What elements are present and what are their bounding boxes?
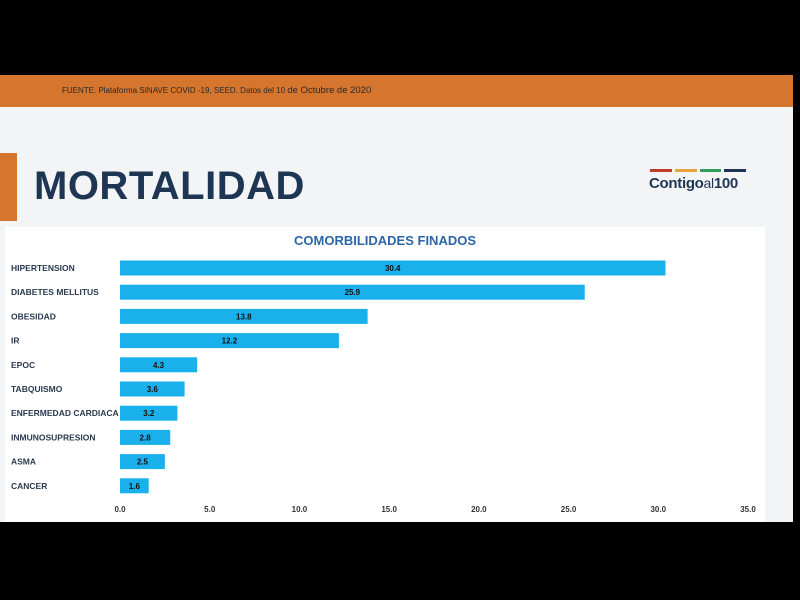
data-label: 3.2 (143, 409, 155, 418)
source-note-prefix: FUENTE. Plataforma SINAVE COVID -19, SEE… (62, 86, 288, 95)
data-label: 2.5 (137, 458, 149, 467)
x-tick-label: 15.0 (381, 505, 397, 514)
data-label: 2.8 (140, 433, 152, 442)
logo-bar-2 (674, 169, 697, 172)
category-label: DIABETES MELLITUS (11, 287, 99, 297)
data-label: 4.3 (153, 361, 165, 370)
x-tick-label: 0.0 (114, 505, 126, 514)
data-label: 25.9 (345, 288, 361, 297)
x-tick-label: 35.0 (740, 505, 756, 514)
x-tick-label: 5.0 (204, 505, 216, 514)
bar-diabetes-mellitus (120, 284, 585, 300)
presentation-slide: FUENTE. Plataforma SINAVE COVID -19, SEE… (0, 75, 793, 522)
logo-text-num: 100 (713, 175, 738, 192)
category-label: TABQUISMO (11, 384, 63, 394)
chart-panel: COMORBILIDADES FINADOS HIPERTENSION 30.4 DI… (5, 227, 765, 522)
category-label: OBESIDAD (11, 311, 56, 321)
source-note-suffix: de Octubre de 2020 (287, 85, 372, 96)
category-label: INMUNOSUPRESION (11, 432, 96, 442)
data-label: 30.4 (385, 264, 401, 273)
data-label: 12.2 (222, 337, 238, 346)
data-label: 1.6 (129, 482, 141, 491)
category-label: ASMA (11, 457, 36, 467)
logo-text-main: Contigo (649, 175, 704, 192)
bar-inmunosupresion (120, 429, 171, 445)
category-label: IR (11, 336, 20, 346)
source-note: FUENTE. Plataforma SINAVE COVID -19, SEE… (62, 85, 371, 96)
category-label: EPOC (11, 360, 35, 370)
x-tick-label: 30.0 (650, 505, 666, 514)
bar-asma (120, 454, 165, 470)
data-label: 13.8 (236, 312, 252, 321)
contigo-al-100-logo: Contigoal100 (648, 169, 748, 195)
page-title: MORTALIDAD (34, 164, 305, 208)
bar-obesidad (120, 308, 368, 324)
logo-text-al: al (703, 175, 715, 191)
category-label: ENFERMEDAD CARDIACA (11, 408, 119, 418)
logo-text: Contigoal100 (649, 175, 738, 192)
x-tick-label: 10.0 (292, 505, 308, 514)
bar-cancer (120, 478, 149, 494)
comorbidities-bar-chart: COMORBILIDADES FINADOS HIPERTENSION 30.4 DI… (11, 233, 756, 514)
title-accent-bar (0, 153, 17, 221)
data-label: 3.6 (147, 385, 159, 394)
logo-bar-3 (699, 169, 722, 172)
bar-enfermedad-cardiaca (120, 405, 178, 421)
x-tick-label: 25.0 (561, 505, 577, 514)
chart-title: COMORBILIDADES FINADOS (294, 233, 476, 248)
logo-bar-1 (650, 169, 672, 172)
bar-ir (120, 333, 339, 349)
bar-epoc (120, 357, 198, 373)
category-label: CANCER (11, 481, 47, 491)
category-label: HIPERTENSION (11, 263, 75, 273)
x-tick-label: 20.0 (471, 505, 487, 514)
bar-tabquismo (120, 381, 185, 397)
logo-color-bars (650, 169, 746, 172)
source-band: FUENTE. Plataforma SINAVE COVID -19, SEE… (0, 75, 793, 107)
logo-bar-4 (724, 169, 746, 172)
bar-hipertension (120, 260, 666, 276)
